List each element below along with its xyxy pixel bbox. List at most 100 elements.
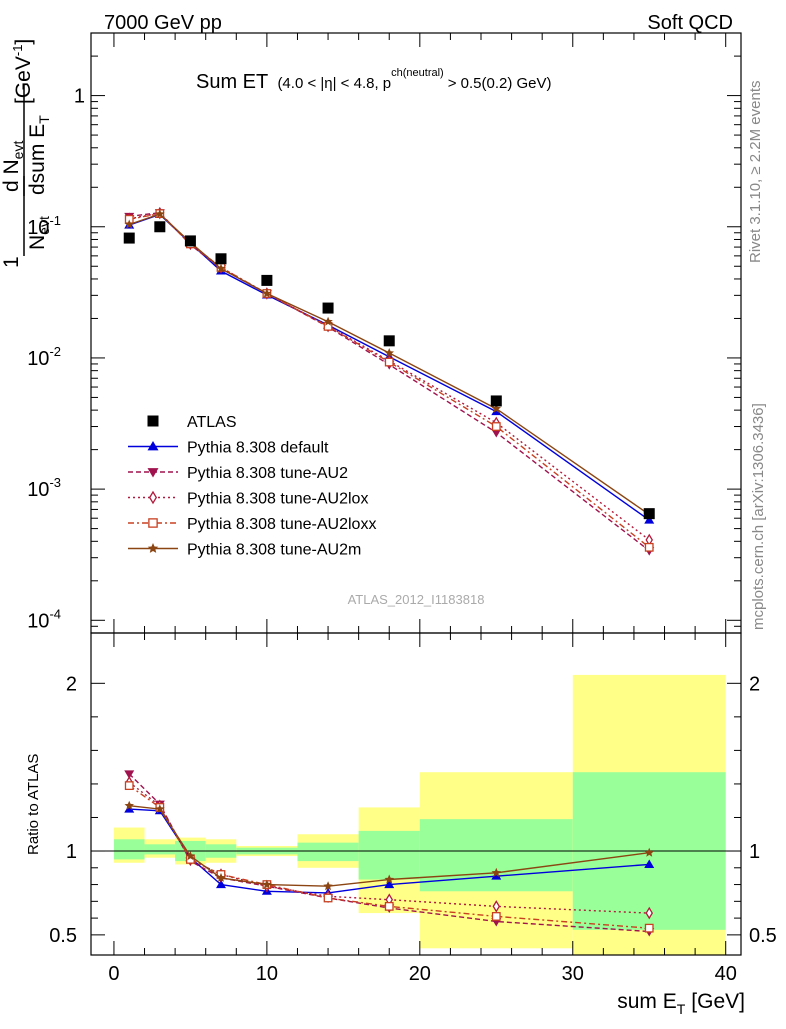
ratio-series-point — [216, 872, 226, 882]
main-series-point — [491, 429, 502, 438]
ratio-y-tick-label-right: 0.5 — [749, 925, 777, 947]
x-axis-label: sum ET [GeV] — [617, 990, 745, 1017]
ratio-series-point — [384, 901, 394, 911]
ratio-series-point — [124, 781, 134, 791]
ratio-x-tick-label: 10 — [256, 963, 278, 985]
main-title-cut: (4.0 < |η| < 4.8, p — [277, 75, 391, 92]
ratio-series-point — [185, 851, 196, 861]
ratio-series-point — [323, 893, 333, 903]
ratio-series-point — [492, 900, 501, 913]
svg-text:dsum ET: dsum ET — [26, 115, 52, 195]
atlas-data-point — [490, 395, 502, 407]
ratio-x-tick-label: 30 — [562, 963, 584, 985]
ratio-x-tick-label: 40 — [715, 963, 737, 985]
ratio-series-line — [128, 773, 650, 933]
ratio-x-tick-label: 0 — [108, 963, 119, 985]
main-title: Sum ET (4.0 < |η| < 4.8, pch(neutral) > 0… — [196, 67, 552, 93]
ratio-series-point — [644, 923, 654, 933]
ratio-series-point — [491, 912, 501, 921]
main-y-tick-label: 10-2 — [27, 344, 61, 370]
main-y-tick-exp: -1 — [49, 213, 61, 228]
main-y-tick-label: 1 — [74, 86, 85, 108]
ratio-band-green — [113, 839, 145, 860]
main-series-point — [491, 422, 501, 431]
main-series-line — [129, 211, 650, 552]
ratio-series-point — [124, 800, 134, 810]
legend-label: Pythia 8.308 tune-AU2 — [187, 465, 348, 482]
main-series-point — [155, 209, 165, 219]
ratio-series-point — [491, 871, 502, 880]
rivet-label: Rivet 3.1.10, ≥ 2.2M events — [747, 81, 764, 264]
ratio-panel: 0.5 0.51 12 20 10 20 30 40 — [49, 632, 777, 985]
main-y-tick-exp: -2 — [49, 344, 61, 359]
legend-marker — [147, 468, 159, 478]
legend-marker — [148, 518, 158, 528]
ratio-x-tick-label: 20 — [409, 963, 431, 985]
ratio-y-tick-label: 2 — [66, 673, 77, 695]
ratio-y-label: Ratio to ATLAS — [25, 754, 42, 855]
svg-text:1: 1 — [0, 256, 23, 268]
ratio-frame — [90, 632, 742, 956]
atlas-data-point — [154, 221, 166, 233]
main-series-point — [644, 515, 655, 524]
x-axis-label-unit: [GeV] — [691, 990, 745, 1013]
main-y-tick-label: 10-4 — [27, 606, 61, 632]
ratio-band-green — [297, 842, 359, 862]
main-series-point — [262, 288, 272, 298]
ratio-series-point — [323, 881, 333, 891]
main-y-tick-exp: -3 — [49, 475, 61, 490]
x-axis-label-main: sum E — [617, 990, 677, 1013]
main-series-point — [323, 316, 333, 326]
main-panel: 110-110-210-310-4 — [27, 32, 742, 634]
legend-marker — [147, 441, 159, 451]
main-y-label: 1 Nevt d Nevt dsum ET [GeV-1] — [0, 39, 52, 268]
main-series-point — [384, 348, 394, 358]
legend-atlas-marker — [147, 415, 159, 427]
main-series-point — [216, 263, 226, 273]
header-right: Soft QCD — [647, 12, 733, 34]
ratio-series-point — [155, 804, 165, 814]
ratio-series-point — [216, 879, 226, 889]
atlas-data-point — [322, 302, 334, 314]
legend-marker — [147, 543, 159, 553]
atlas-data-point — [383, 335, 395, 347]
main-y-tick-label: 10-3 — [27, 475, 61, 501]
legend: ATLAS Pythia 8.308 default Pythia 8.308 tu… — [128, 414, 376, 559]
main-y-tick-label: 10-1 — [27, 213, 61, 239]
x-axis-label-sub: T — [677, 1001, 686, 1017]
main-series-point — [644, 542, 654, 552]
ratio-y-tick-label: 1 — [66, 841, 77, 863]
legend-label: Pythia 8.308 tune-AU2loxx — [187, 516, 376, 533]
atlas-data-point — [261, 274, 273, 286]
watermark: ATLAS_2012_I1183818 — [348, 592, 485, 607]
svg-text:d Nevt: d Nevt — [0, 141, 26, 192]
legend-atlas-label: ATLAS — [187, 414, 237, 431]
ratio-series-point — [644, 847, 654, 857]
ratio-series-point — [384, 879, 395, 889]
main-series-point — [491, 403, 501, 413]
ratio-series-point — [645, 906, 653, 920]
main-title-cut-sup: ch(neutral) — [391, 67, 444, 79]
atlas-data-point — [184, 235, 196, 247]
ratio-series-point — [124, 804, 135, 813]
main-y-tick-base: 10 — [27, 217, 49, 239]
main-y-tick-base: 10 — [27, 479, 49, 501]
ratio-series-point — [262, 879, 272, 889]
atlas-data-point — [215, 253, 227, 265]
main-y-tick-base: 10 — [27, 348, 49, 370]
ratio-band-green — [144, 844, 176, 855]
ratio-y-tick-label-right: 1 — [749, 841, 760, 863]
ratio-series-point — [644, 859, 655, 868]
legend-marker — [148, 490, 158, 505]
ratio-y-tick-label-right: 2 — [749, 673, 760, 695]
atlas-data-point — [643, 508, 655, 520]
main-title-cut-tail: > 0.5(0.2) GeV) — [448, 75, 552, 92]
ratio-series-point — [124, 770, 135, 779]
ratio-band-green — [358, 830, 420, 880]
main-y-tick-exp: -4 — [49, 606, 61, 621]
ratio-y-tick-label: 0.5 — [49, 925, 77, 947]
svg-text:[GeV-1]: [GeV-1] — [10, 39, 35, 104]
main-title-name: Sum ET — [196, 71, 268, 93]
main-series-point — [384, 357, 394, 367]
